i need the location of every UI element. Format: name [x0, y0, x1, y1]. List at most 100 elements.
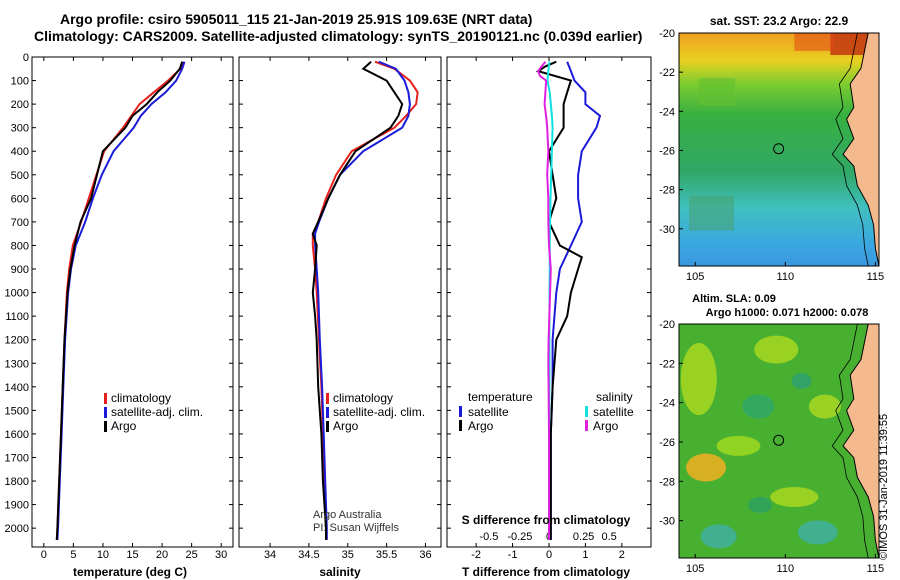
- depth-tick-label: 800: [11, 240, 29, 252]
- sst-map-frame: [678, 32, 880, 267]
- salinity-xtick-label: 36: [419, 549, 431, 561]
- sst-argo-location-marker: [773, 143, 785, 155]
- copyright-stamp: ©IMOS 31-Jan-2019 11:39:55: [878, 413, 890, 560]
- salinity-xtick-label: 35: [342, 549, 354, 561]
- sla-land: [842, 324, 879, 558]
- sla-map-ytick-label: -24: [659, 398, 675, 410]
- sst-patch: [699, 78, 735, 107]
- difference-legend-swatch: [585, 406, 588, 417]
- sla-map-xtick-label: 105: [686, 563, 704, 575]
- sst-shelf-line: [831, 33, 869, 266]
- sla-anomaly-blob: [770, 487, 819, 508]
- sla-argo-location-marker: [773, 434, 785, 446]
- sla-shelf-line: [831, 324, 869, 558]
- temperature-diff-xlabel: T difference from climatology: [462, 565, 630, 579]
- sst-map-ytick-label: -20: [659, 28, 675, 40]
- salinity-xtick-label: 34.5: [298, 549, 319, 561]
- difference-series-s-argo: [536, 61, 552, 540]
- sla-map-title-1: Altim. SLA: 0.09: [692, 293, 776, 305]
- difference-legend-label: satellite: [468, 405, 509, 419]
- difference-legend-label: satellite: [593, 405, 634, 419]
- difference-xtick-label: 0: [546, 549, 552, 561]
- salinity-legend-label: satellite-adj. clim.: [333, 405, 425, 419]
- sla-map-xtick-label: 110: [777, 563, 795, 575]
- salinity-diff-tick-label: -0.25: [507, 531, 532, 543]
- sst-map-ytick-label: -30: [659, 224, 675, 236]
- sst-map-ytick-label: -24: [659, 106, 675, 118]
- sst-map-xtick-label: 105: [686, 271, 704, 283]
- difference-xtick-label: 1: [582, 549, 588, 561]
- sst-land: [842, 33, 879, 266]
- sst-map-title: sat. SST: 23.2 Argo: 22.9: [710, 14, 849, 28]
- sla-anomaly-blob: [748, 496, 773, 513]
- sla-map-xtick-label: 115: [867, 563, 885, 575]
- temperature-xlabel: temperature (deg C): [73, 565, 187, 579]
- credit-line-1: Argo Australia: [313, 509, 382, 521]
- difference-legend-swatch: [585, 420, 588, 431]
- sla-map-ytick-label: -28: [659, 476, 675, 488]
- difference-legend-swatch: [459, 406, 462, 417]
- depth-tick-label: 1600: [5, 429, 29, 441]
- depth-tick-label: 500: [11, 170, 29, 182]
- depth-tick-label: 1000: [5, 288, 29, 300]
- salinity-legend-label: Argo: [333, 419, 359, 433]
- sla-anomaly-blob: [716, 435, 761, 456]
- salinity-legend-swatch: [326, 421, 329, 432]
- depth-tick-label: 1400: [5, 382, 29, 394]
- sla-anomaly-blob: [797, 520, 838, 545]
- sst-map-ytick-label: -26: [659, 145, 675, 157]
- salinity-diff-tick-label: 0.25: [573, 531, 594, 543]
- salinity-frame: [238, 56, 442, 548]
- sla-anomaly-blob: [808, 394, 841, 419]
- sla-map-frame: [678, 323, 880, 559]
- salinity-legend-swatch: [326, 393, 329, 404]
- plot-title-line-2: Climatology: CARS2009. Satellite-adjuste…: [34, 28, 643, 44]
- sst-map-ytick-label: -22: [659, 67, 675, 79]
- difference-legend-swatch: [459, 420, 462, 431]
- depth-tick-label: 1300: [5, 358, 29, 370]
- temperature-legend-label: Argo: [111, 419, 137, 433]
- salinity-xtick-label: 35.5: [376, 549, 397, 561]
- temperature-legend-swatch: [104, 421, 107, 432]
- sla-anomaly-blob: [686, 453, 727, 482]
- salinity-xtick-label: 34: [264, 549, 276, 561]
- depth-tick-label: 1800: [5, 476, 29, 488]
- sst-map-xtick-label: 115: [867, 271, 885, 283]
- temperature-legend-swatch: [104, 407, 107, 418]
- sst-map-xtick-label: 110: [777, 271, 795, 283]
- sst-map: -20 -22 -24 -26 -28 -30 105 110 115 sat. SST: 23.…: [659, 14, 884, 283]
- credit-line-2: PI: Susan Wijffels: [313, 522, 399, 534]
- salinity-legend-swatch: [326, 407, 329, 418]
- depth-tick-label: 1500: [5, 405, 29, 417]
- sst-map-ytick-label: -28: [659, 185, 675, 197]
- depth-tick-label: 1900: [5, 500, 29, 512]
- sla-map-title-2: Argo h1000: 0.071 h2000: 0.078: [706, 307, 869, 319]
- salinity-diff-xlabel: S difference from climatology: [462, 513, 631, 527]
- difference-legend-title-salinity: salinity: [596, 390, 633, 404]
- sla-anomaly-blob: [754, 335, 799, 364]
- difference-xtick-label: -1: [508, 549, 518, 561]
- sla-anomaly-blob: [791, 373, 812, 390]
- salinity-legend-label: climatology: [333, 391, 393, 405]
- difference-legend-label: Argo: [468, 419, 494, 433]
- temperature-legend-label: satellite-adj. clim.: [111, 405, 203, 419]
- depth-tick-label: 700: [11, 217, 29, 229]
- temperature-panel: 0100200300400500600700800900100011001200…: [5, 52, 234, 579]
- plot-title-line-1: Argo profile: csiro 5905011_115 21-Jan-2…: [60, 11, 533, 27]
- temperature-xtick-label: 5: [70, 549, 76, 561]
- salinity-series-argo: [311, 60, 404, 540]
- depth-tick-label: 0: [23, 52, 29, 64]
- temperature-xtick-label: 15: [126, 549, 138, 561]
- salinity-panel: 34 34.5 35 35.5 36 climatologysatellite-adj. …: [238, 56, 442, 579]
- sst-patch: [689, 195, 734, 231]
- temperature-xtick-label: 30: [215, 549, 227, 561]
- difference-series-t-argo: [535, 60, 584, 540]
- sla-map-ytick-label: -22: [659, 358, 675, 370]
- salinity-diff-tick-label: -0.5: [479, 531, 498, 543]
- temperature-xtick-label: 0: [41, 549, 47, 561]
- temperature-legend-swatch: [104, 393, 107, 404]
- depth-tick-label: 400: [11, 146, 29, 158]
- depth-tick-label: 600: [11, 193, 29, 205]
